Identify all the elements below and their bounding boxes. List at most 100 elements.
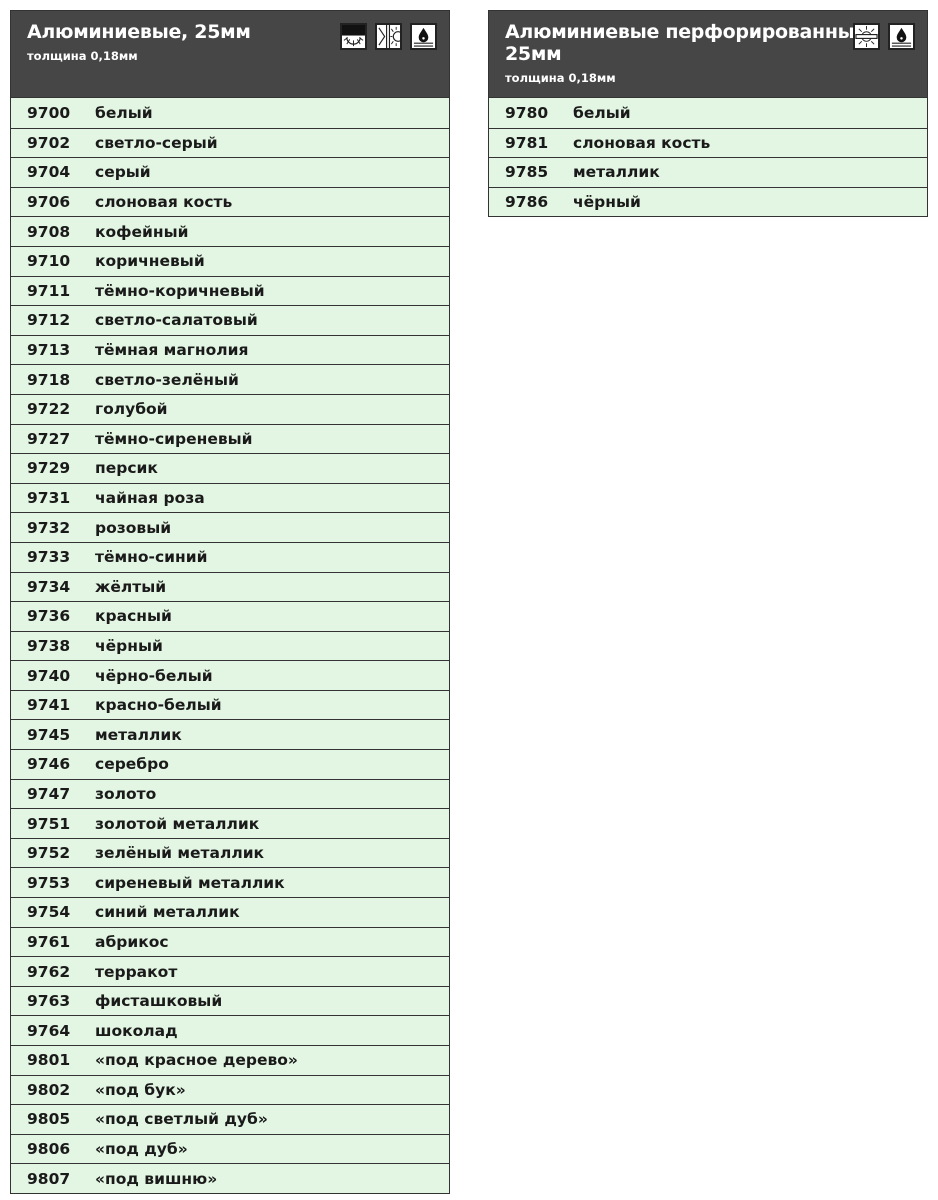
table-row: 9761 абрикос [11,926,449,957]
color-code: 9751 [27,814,71,833]
color-code: 9740 [27,666,71,685]
color-name: сиреневый металлик [95,873,285,892]
color-code: 9754 [27,903,71,922]
table-row: 9710 коричневый [11,245,449,276]
color-name: шоколад [95,1021,178,1040]
table-row: 9751 золотой металлик [11,808,449,838]
color-code: 9786 [505,193,549,212]
color-code: 9741 [27,696,71,715]
table-row: 9722 голубой [11,393,449,424]
color-name: тёмно-коричневый [95,281,265,300]
color-code: 9712 [27,311,71,330]
table-row: 9764 шоколад [11,1015,449,1045]
color-name: «под красное дерево» [95,1051,298,1070]
table-row: 9806 «под дуб» [11,1133,449,1164]
color-code: 9746 [27,755,71,774]
table-row: 9752 зелёный металлик [11,837,449,868]
color-name: светло-серый [95,133,218,152]
color-code: 9753 [27,873,71,892]
table-row: 9732 розовый [11,512,449,542]
table-row: 9738 чёрный [11,630,449,661]
color-name: «под вишню» [95,1169,218,1188]
table-row: 9746 серебро [11,749,449,779]
color-code: 9752 [27,844,71,863]
color-name: персик [95,459,158,478]
color-code: 9763 [27,992,71,1011]
color-name: золотой металлик [95,814,260,833]
color-name: фисташковый [95,992,223,1011]
color-name: синий металлик [95,903,240,922]
color-name: красный [95,607,172,626]
perforated-sun-icon [853,23,880,50]
table-row: 9734 жёлтый [11,571,449,602]
color-code: 9785 [505,163,549,182]
color-name: зелёный металлик [95,844,265,863]
table-title: Алюминиевые перфорированные, 25мм [505,21,875,65]
table-row: 9718 светло-зелёный [11,364,449,394]
color-code: 9718 [27,370,71,389]
color-code: 9708 [27,222,71,241]
color-name: золото [95,784,157,803]
color-name: терракот [95,962,178,981]
color-name: чёрный [573,193,641,212]
color-name: абрикос [95,932,169,951]
color-code: 9805 [27,1110,71,1129]
table-subtitle: толщина 0,18мм [505,71,616,85]
color-code: 9711 [27,281,71,300]
color-code: 9747 [27,784,71,803]
color-code: 9700 [27,103,71,122]
color-code: 9801 [27,1051,71,1070]
color-code: 9704 [27,163,71,182]
table-row: 9704 серый [11,157,449,187]
table-header: Алюминиевые перфорированные, 25мм толщин… [489,11,927,98]
table-row: 9740 чёрно-белый [11,660,449,690]
color-code: 9780 [505,103,549,122]
table-row: 9807 «под вишню» [11,1163,449,1193]
table-row: 9747 золото [11,778,449,809]
color-code: 9762 [27,962,71,981]
aluminium-table: Алюминиевые, 25мм толщина 0,18мм 9700 бел… [10,10,450,1194]
table-row: 9741 красно-белый [11,689,449,720]
table-row: 9729 персик [11,453,449,483]
color-name: белый [573,103,631,122]
color-name: тёмная магнолия [95,341,249,360]
table-row: 9786 чёрный [489,186,927,217]
color-name: слоновая кость [95,193,233,212]
color-code: 9807 [27,1169,71,1188]
table-row: 9754 синий металлик [11,897,449,927]
table-row: 9763 фисташковый [11,985,449,1016]
color-name: «под дуб» [95,1140,188,1159]
color-name: кофейный [95,222,189,241]
color-code: 9806 [27,1140,71,1159]
color-code: 9729 [27,459,71,478]
color-name: чайная роза [95,489,205,508]
color-code: 9734 [27,577,71,596]
table-row: 9708 кофейный [11,216,449,246]
water-drop-icon [410,23,437,50]
color-name: коричневый [95,252,205,271]
color-code: 9736 [27,607,71,626]
color-name: серебро [95,755,169,774]
table-row: 9802 «под бук» [11,1074,449,1105]
color-name: тёмно-синий [95,548,208,567]
table-row: 9702 светло-серый [11,127,449,158]
color-code: 9738 [27,636,71,655]
color-code: 9706 [27,193,71,212]
color-name: «под бук» [95,1080,186,1099]
table-row: 9780 белый [489,98,927,128]
table-title: Алюминиевые, 25мм [27,21,251,43]
color-code: 9722 [27,400,71,419]
color-name: слоновая кость [573,133,711,152]
color-name: чёрно-белый [95,666,213,685]
table-row: 9711 тёмно-коричневый [11,275,449,306]
color-name: металлик [95,725,182,744]
table-row: 9785 металлик [489,157,927,187]
color-code: 9727 [27,429,71,448]
table-row: 9733 тёмно-синий [11,541,449,572]
color-code: 9802 [27,1080,71,1099]
table-row: 9736 красный [11,601,449,631]
color-code: 9733 [27,548,71,567]
water-drop-icon [888,23,915,50]
table-row: 9781 слоновая кость [489,127,927,158]
color-code: 9732 [27,518,71,537]
